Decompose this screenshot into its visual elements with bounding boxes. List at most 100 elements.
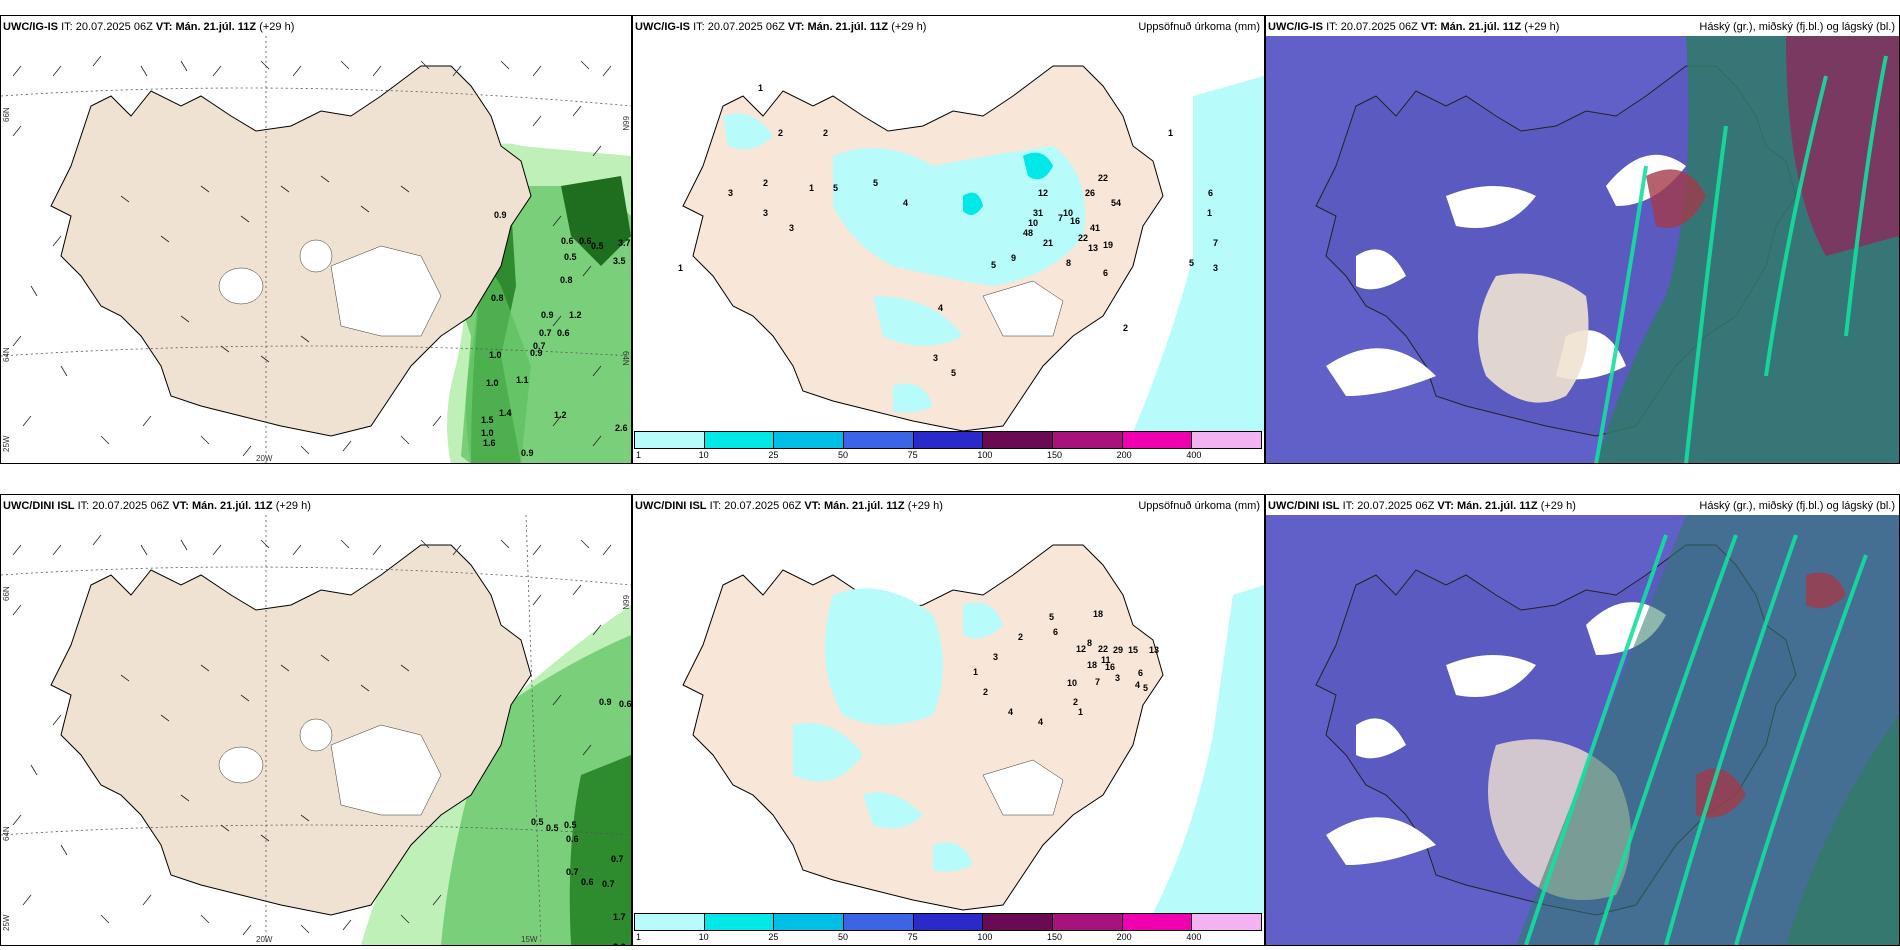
iceland-landmass — [50, 65, 532, 437]
precip-colorbar: 1 10 25 50 75 100 150 200 400 — [634, 913, 1262, 943]
colorbar-tick-label: 10 — [698, 450, 709, 460]
precip-value-label: 18 — [1093, 609, 1103, 619]
iceland-landmass — [682, 544, 1164, 911]
panel-title: Háský (gr.), miðský (fj.bl.) og lágský (… — [1699, 500, 1895, 512]
panel-title: Uppsöfnuð úrkoma (mm) — [1138, 21, 1260, 33]
wind-value-label: 0.8 — [491, 293, 504, 303]
precip-value-label: 7 — [1058, 213, 1063, 223]
precip-value-label: 5 — [873, 178, 878, 188]
wind-panel-row2: UWC/DINI ISL IT: 20.07.2025 06Z VT: Mán.… — [0, 494, 632, 946]
vt-label: VT: — [155, 21, 176, 33]
wind-value-label: 0.6 — [579, 236, 592, 246]
colorbar-swatch — [703, 913, 775, 931]
precip-value-label: 10 — [1067, 678, 1077, 688]
wind-value-label: 0.5 — [591, 241, 604, 251]
precip-value-label: 16 — [1105, 662, 1115, 672]
precip-value-label: 4 — [938, 303, 943, 313]
precip-value-label: 8 — [1087, 638, 1092, 648]
model-name: UWC/IG-IS — [1268, 21, 1323, 33]
precip-value-label: 4 — [903, 198, 908, 208]
precip-value-label: 2 — [763, 178, 768, 188]
precip-value-label: 3 — [763, 208, 768, 218]
vt-label: VT: — [787, 21, 808, 33]
wind-value-label: 1.6 — [483, 438, 496, 448]
panel-header: UWC/DINI ISL IT: 20.07.2025 06Z VT: Mán.… — [1268, 497, 1895, 515]
precip-value-label: 2 — [1123, 323, 1128, 333]
lead-time: (+29 h) — [259, 21, 295, 33]
precip-value-label: 18 — [1087, 660, 1097, 670]
precip-value-label: 31 — [1033, 208, 1043, 218]
wind-value-label: 0.6 — [557, 328, 570, 338]
lead-time: (+29 h) — [1540, 500, 1576, 512]
precip-value-label: 4 — [1038, 717, 1043, 727]
colorbar-swatch — [634, 913, 705, 931]
precip-value-label: 22 — [1078, 233, 1088, 243]
precip-value-label: 9 — [1011, 253, 1016, 263]
colorbar-swatch — [1121, 431, 1193, 449]
precip-value-label: 1 — [1078, 707, 1083, 717]
cloud-map — [1266, 36, 1899, 463]
valid-time: Mán. 21.júl. 11Z — [191, 500, 273, 512]
model-name: UWC/DINI ISL — [635, 500, 707, 512]
precip-value-label: 6 — [1138, 668, 1143, 678]
colorbar-swatch — [912, 913, 984, 931]
precip-value-label: 10 — [1063, 208, 1073, 218]
precip-value-label: 5 — [1049, 612, 1054, 622]
precip-value-label: 29 — [1113, 645, 1123, 655]
precip-colorbar: 1 10 25 50 75 100 150 200 400 — [634, 431, 1262, 461]
precip-value-label: 6 — [1103, 268, 1108, 278]
wind-value-label: 1.4 — [499, 408, 512, 418]
colorbar-tick-label: 75 — [907, 450, 918, 460]
colorbar-tick-label: 400 — [1186, 450, 1202, 460]
vt-label: VT: — [1420, 21, 1441, 33]
it-label: IT: — [77, 500, 93, 512]
lead-time: (+29 h) — [891, 21, 927, 33]
lat-label: 66N — [621, 116, 630, 131]
wind-value-label: 2.6 — [615, 423, 628, 433]
colorbar-tick-label: 10 — [698, 932, 709, 942]
valid-time: Mán. 21.júl. 11Z — [823, 500, 905, 512]
precip-value-label: 54 — [1111, 198, 1121, 208]
wind-value-label: 0.9 — [494, 210, 507, 220]
wind-value-label: 1.1 — [516, 375, 529, 385]
lon-label: 25W — [2, 435, 11, 452]
colorbar-tick-label: 1 — [636, 450, 642, 460]
panel-header: UWC/DINI ISL IT: 20.07.2025 06Z VT: Mán.… — [635, 497, 1260, 515]
lead-time: (+29 h) — [275, 500, 311, 512]
wind-value-label: 2.6 — [613, 942, 626, 945]
model-name: UWC/IG-IS — [3, 21, 58, 33]
wind-panel-row1: UWC/IG-IS IT: 20.07.2025 06Z VT: Mán. 21… — [0, 15, 632, 464]
panel-header: UWC/IG-IS IT: 20.07.2025 06Z VT: Mán. 21… — [1268, 18, 1895, 36]
colorbar-swatch — [982, 913, 1053, 931]
precip-value-label: 5 — [991, 260, 996, 270]
precip-value-label: 2 — [1018, 632, 1023, 642]
colorbar-swatch — [1191, 913, 1262, 931]
colorbar-tick-label: 50 — [838, 450, 849, 460]
precip-value-label: 4 — [1008, 707, 1013, 717]
wind-value-label: 0.7 — [566, 867, 579, 877]
precip-panel-row1: UWC/IG-IS IT: 20.07.2025 06Z VT: Mán. 21… — [632, 15, 1265, 464]
precip-value-label: 1 — [758, 83, 763, 93]
wind-value-label: 0.5 — [564, 252, 577, 262]
precip-value-label: 5 — [1143, 683, 1148, 693]
wind-value-label: 0.6 — [619, 699, 631, 709]
colorbar-swatch — [843, 431, 914, 449]
lat-label: 66N — [2, 107, 11, 122]
colorbar-swatch — [912, 431, 984, 449]
precip-value-label: 19 — [1103, 240, 1113, 250]
colorbar-swatch — [634, 431, 705, 449]
iceland-landmass — [50, 544, 532, 916]
colorbar-swatch — [1191, 431, 1262, 449]
valid-time: Mán. 21.júl. 11Z — [175, 21, 257, 33]
precip-value-label: 12 — [1038, 188, 1048, 198]
precip-value-label: 3 — [1115, 673, 1120, 683]
cloud-map — [1266, 515, 1899, 945]
wind-value-label: 0.6 — [561, 236, 574, 246]
precip-value-label: 41 — [1090, 223, 1100, 233]
precip-value-label: 21 — [1043, 238, 1053, 248]
colorbar-swatch — [773, 431, 844, 449]
wind-value-label: 0.9 — [599, 697, 612, 707]
panel-header: UWC/IG-IS IT: 20.07.2025 06Z VT: Mán. 21… — [3, 18, 627, 36]
wind-value-label: 0.5 — [564, 820, 577, 830]
